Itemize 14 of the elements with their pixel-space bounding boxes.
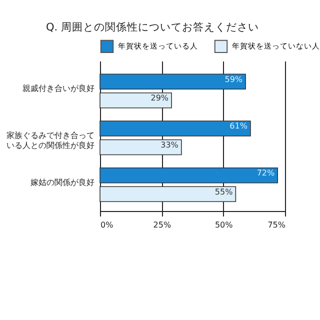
data-label: 33%	[160, 140, 179, 150]
data-label: 29%	[150, 94, 169, 102]
y-tick-label: 嫁姑の関係が良好	[30, 178, 94, 187]
x-tick-label: 25%	[153, 220, 172, 230]
data-label: 59%	[224, 74, 243, 84]
data-label: 61%	[230, 122, 248, 131]
data-label: 72%	[256, 168, 275, 178]
x-tick-label: 50%	[214, 220, 234, 230]
y-tick-label: 家族ぐるみで付き合っている人との関係性が良好	[6, 131, 94, 150]
x-tick-label: 75%	[268, 220, 286, 230]
x-tick-label: 0%	[100, 220, 114, 230]
data-label: 55%	[214, 187, 234, 196]
chart-title: Q. 周囲との関係性についてお答えください	[46, 22, 259, 34]
y-tick-label: 親戚付き合いが良好	[22, 84, 94, 94]
